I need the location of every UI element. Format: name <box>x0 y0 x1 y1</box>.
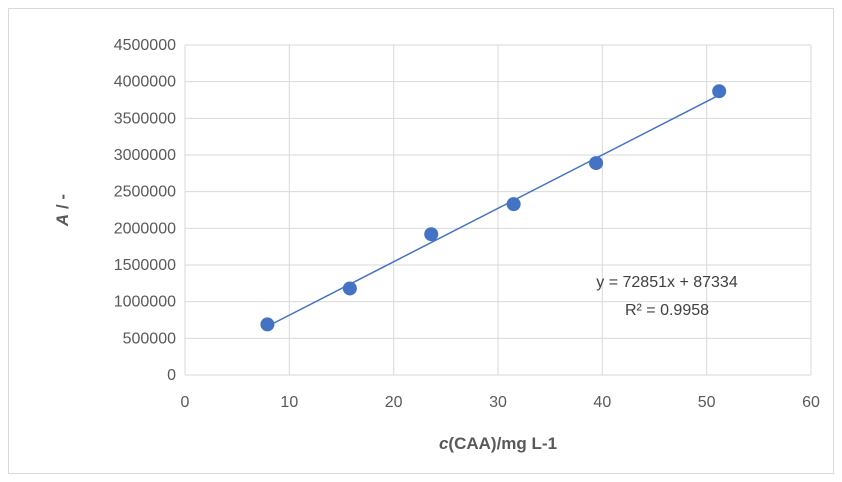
x-tick-label: 0 <box>181 394 190 411</box>
y-tick-label: 500000 <box>123 330 176 347</box>
trendline <box>267 94 720 328</box>
r-squared-label: R² = 0.9958 <box>625 302 709 319</box>
x-tick-label: 20 <box>385 394 403 411</box>
x-tick-label: 50 <box>698 394 716 411</box>
x-tick-label: 60 <box>802 394 820 411</box>
y-tick-label: 0 <box>167 367 176 384</box>
x-tick-label: 10 <box>280 394 298 411</box>
data-point <box>424 227 439 242</box>
y-tick-label: 2000000 <box>114 220 176 237</box>
y-axis-title: A / - <box>53 194 72 227</box>
data-point <box>589 156 604 171</box>
y-tick-label: 3000000 <box>114 147 176 164</box>
data-point <box>260 317 275 332</box>
y-tick-label: 1000000 <box>114 294 176 311</box>
y-tick-label: 2500000 <box>114 184 176 201</box>
axes <box>184 45 811 376</box>
y-tick-labels: 0 500000 1000000 1500000 2000000 2500000 30000… <box>114 37 176 384</box>
x-axis-title-text: (CAA)/mg L-1 <box>448 434 557 453</box>
x-axis-title: c(CAA)/mg L-1 <box>439 434 557 453</box>
grid-lines <box>185 44 812 375</box>
y-axis-title-italic: A <box>53 214 72 227</box>
chart-frame <box>8 8 834 474</box>
x-tick-labels: 0 10 20 30 40 50 60 <box>181 394 820 411</box>
x-tick-label: 40 <box>593 394 611 411</box>
y-tick-label: 4500000 <box>114 37 176 54</box>
x-axis-title-italic: c <box>439 434 449 453</box>
trendline-group <box>267 94 720 328</box>
y-tick-label: 1500000 <box>114 257 176 274</box>
data-point <box>342 281 357 296</box>
data-points <box>260 84 727 332</box>
data-point <box>506 197 521 212</box>
y-tick-label: 4000000 <box>114 74 176 91</box>
x-tick-label: 30 <box>489 394 507 411</box>
y-axis-title-text: / - <box>53 194 72 214</box>
y-tick-label: 3500000 <box>114 110 176 127</box>
trendline-equation: y = 72851x + 87334 <box>596 274 738 291</box>
data-point <box>712 84 727 99</box>
